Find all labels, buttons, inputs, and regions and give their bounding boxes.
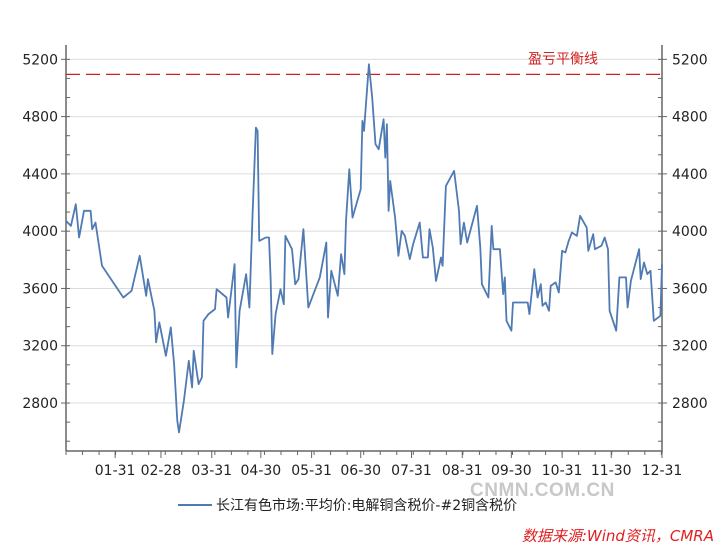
y-tick-label-right: 4000: [672, 224, 708, 240]
y-tick-label-left: 4000: [22, 224, 58, 240]
legend-label: 长江有色市场:平均价:电解铜含税价-#2铜含税价: [216, 498, 518, 514]
gridlines: [66, 58, 662, 404]
x-tick-label: 02-28: [141, 463, 182, 479]
x-tick-label: 03-31: [191, 463, 232, 479]
y-tick-label-right: 3600: [672, 281, 708, 297]
legend-swatch: [178, 504, 212, 506]
axes: 2800 2800 3200 3200 3600 3600 4000 4000 4400 4400…: [22, 45, 708, 479]
y-tick-label-right: 3200: [672, 339, 708, 355]
y-tick-label-right: 4400: [672, 167, 708, 183]
watermark: CNMN.COM.CN: [470, 480, 615, 501]
y-tick-label-right: 5200: [672, 52, 708, 68]
x-tick-label: 09-30: [491, 463, 532, 479]
y-tick-label-left: 2800: [22, 396, 58, 412]
x-tick-label: 05-31: [291, 463, 332, 479]
x-tick-label: 11-30: [591, 463, 632, 479]
series-line: [65, 63, 663, 434]
series-group: [65, 63, 663, 434]
breakeven-line-group: 盈亏平衡线: [66, 51, 662, 75]
y-tick-label-left: 5200: [22, 52, 58, 68]
x-tick-label: 10-31: [542, 463, 583, 479]
y-tick-label-left: 3200: [22, 339, 58, 355]
y-tick-label-left: 3600: [22, 281, 58, 297]
x-tick-label: 01-31: [95, 463, 136, 479]
x-tick-label: 08-31: [442, 463, 483, 479]
legend: 长江有色市场:平均价:电解铜含税价-#2铜含税价: [178, 495, 517, 515]
x-tick-label: 07-31: [391, 463, 432, 479]
x-tick-label: 04-30: [241, 463, 282, 479]
y-tick-label-left: 4400: [22, 167, 58, 183]
breakeven-label: 盈亏平衡线: [528, 51, 598, 67]
x-tick-label: 12-31: [642, 463, 683, 479]
x-tick-label: 06-30: [340, 463, 381, 479]
source-note: 数据来源:Wind资讯，CMRA: [521, 527, 714, 545]
y-tick-label-left: 4800: [22, 110, 58, 126]
y-tick-label-right: 4800: [672, 110, 708, 126]
y-tick-label-right: 2800: [672, 396, 708, 412]
